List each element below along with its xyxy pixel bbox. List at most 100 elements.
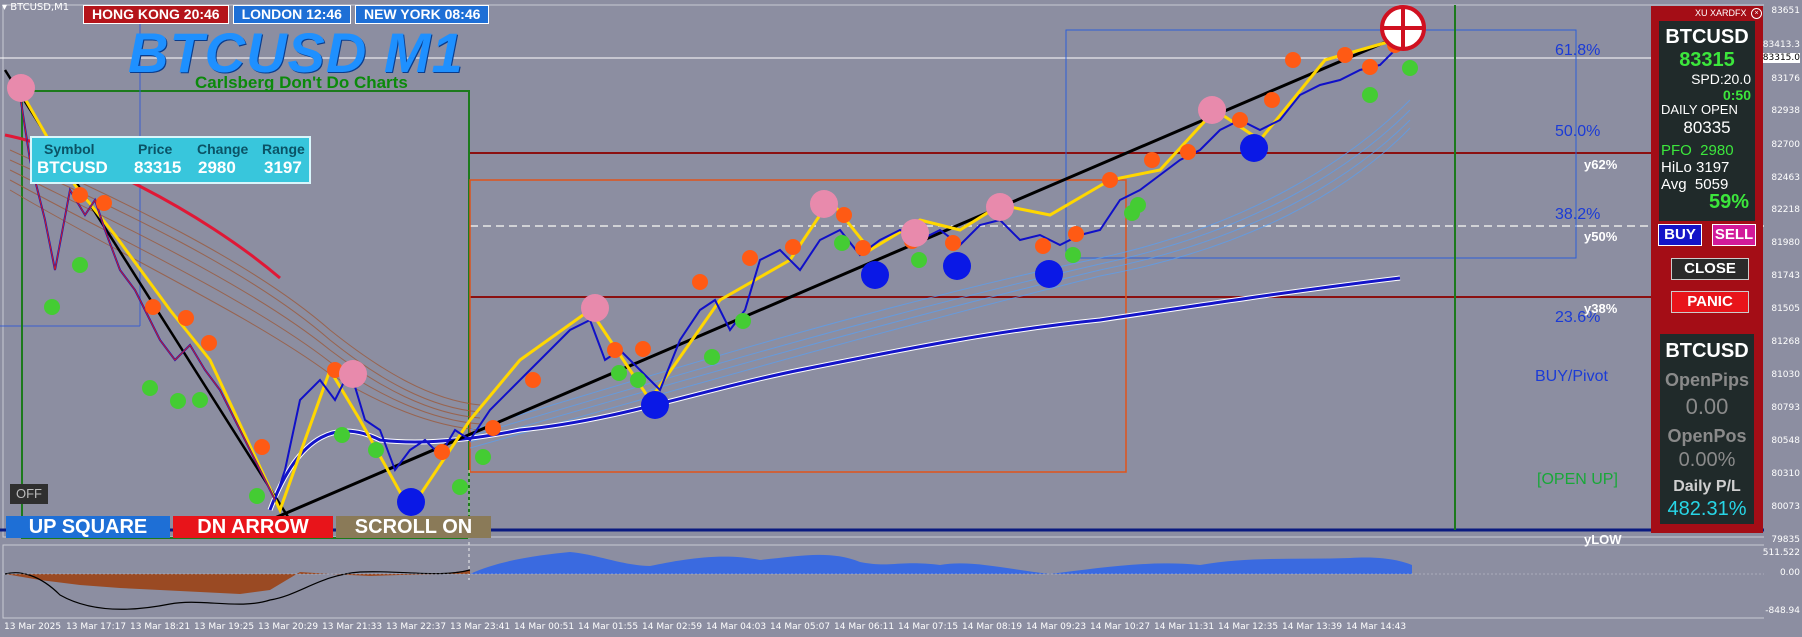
price-tick: 80310 xyxy=(1771,469,1800,479)
open-pips-label: OpenPips xyxy=(1664,370,1749,390)
time-tick: 14 Mar 12:35 xyxy=(1218,622,1279,632)
time-tick: 13 Mar 23:41 xyxy=(450,622,511,632)
price-tick: 80793 xyxy=(1771,403,1800,413)
time-tick: 14 Mar 06:11 xyxy=(834,622,895,632)
fib-label-500: 50.0% xyxy=(1555,123,1601,140)
chart-subtitle: Carlsberg Don't Do Charts xyxy=(195,73,408,92)
price-tick: 81980 xyxy=(1771,238,1800,248)
buy-button[interactable]: BUY xyxy=(1658,224,1702,246)
col-header-price: Price xyxy=(138,141,173,157)
daily-pl-label: Daily P/L xyxy=(1673,478,1741,495)
level-label-y62: y62% xyxy=(1584,157,1618,172)
account-stats-panel: BTCUSD OpenPips 0.00 OpenPos 0.00% Daily… xyxy=(1660,334,1754,524)
buy-pivot-label: BUY/Pivot xyxy=(1535,368,1608,385)
info-daily-open-value: 80335 xyxy=(1683,118,1731,137)
price-tick: 79835 xyxy=(1771,535,1800,545)
close-icon[interactable]: × xyxy=(1751,8,1762,19)
time-tick: 14 Mar 05:07 xyxy=(770,622,831,632)
chart-symbol-timeframe: ▾ BTCUSD,M1 xyxy=(2,2,70,13)
price-tick: 80548 xyxy=(1771,436,1800,446)
cell-symbol: BTCUSD xyxy=(37,158,108,177)
info-timer: 0:50 xyxy=(1722,87,1751,103)
time-tick: 13 Mar 19:25 xyxy=(194,622,255,632)
time-tick: 14 Mar 04:03 xyxy=(706,622,767,632)
open-pos-label: OpenPos xyxy=(1667,426,1747,446)
price-tick: 83176 xyxy=(1771,74,1800,84)
info-avg: Avg 5059 xyxy=(1661,176,1729,193)
info-symbol: BTCUSD xyxy=(1665,26,1749,48)
price-info-box: BTCUSD 83315 SPD:20.0 0:50 DAILY OPEN 80… xyxy=(1659,21,1755,221)
info-percent: 59% xyxy=(1708,191,1749,213)
time-tick: 13 Mar 17:17 xyxy=(66,622,127,632)
osc-tick: -848.94 xyxy=(1765,606,1800,616)
close-positions-button[interactable]: CLOSE xyxy=(1671,258,1749,280)
symbol-summary-table: Symbol Price Change Range BTCUSD 83315 2… xyxy=(30,136,311,184)
price-tick: 83413.3 xyxy=(1762,40,1800,50)
time-tick: 14 Mar 13:39 xyxy=(1282,622,1343,632)
col-header-symbol: Symbol xyxy=(44,141,95,157)
time-tick: 14 Mar 10:27 xyxy=(1090,622,1151,632)
stats-symbol: BTCUSD xyxy=(1665,340,1749,362)
clock-new-york: NEW YORK 08:46 xyxy=(354,5,490,24)
time-tick: 14 Mar 08:19 xyxy=(962,622,1023,632)
panic-button[interactable]: PANIC xyxy=(1671,291,1749,313)
info-spread: SPD:20.0 xyxy=(1691,71,1751,87)
time-tick: 14 Mar 00:51 xyxy=(514,622,575,632)
price-axis[interactable]: 83651 83413.3 83315.0 83176 82938 82700 … xyxy=(1762,0,1802,637)
sell-button[interactable]: SELL xyxy=(1712,224,1756,246)
cell-range: 3197 xyxy=(264,158,302,177)
open-pips-value: 0.00 xyxy=(1685,394,1729,419)
info-daily-open-label: DAILY OPEN xyxy=(1661,102,1738,117)
open-up-label: [OPEN UP] xyxy=(1537,471,1618,488)
scroll-on-button[interactable]: SCROLL ON xyxy=(336,516,491,538)
price-tick: 82938 xyxy=(1771,106,1800,116)
price-tick: 81505 xyxy=(1771,304,1800,314)
current-price-tick: 83315.0 xyxy=(1762,53,1800,63)
daily-pl-value: 482.31% xyxy=(1667,498,1747,520)
price-tick: 82218 xyxy=(1771,205,1800,215)
cell-change: 2980 xyxy=(198,158,236,177)
level-label-ylow: yLOW xyxy=(1584,532,1622,547)
clock-london: LONDON 12:46 xyxy=(232,5,351,24)
osc-tick: 0.00 xyxy=(1779,568,1800,578)
info-hilo: HiLo 3197 xyxy=(1661,159,1730,176)
cell-price: 83315 xyxy=(134,158,182,177)
price-tick: 81030 xyxy=(1771,370,1800,380)
time-axis: 13 Mar 2025 13 Mar 17:17 13 Mar 18:21 13… xyxy=(4,622,1407,632)
time-tick: 13 Mar 2025 xyxy=(4,622,62,632)
level-label-y38: y38% xyxy=(1584,301,1618,316)
info-price: 83315 xyxy=(1679,49,1735,71)
osc-tick: 511.522 xyxy=(1762,548,1800,558)
price-tick: 83651 xyxy=(1771,6,1800,16)
time-tick: 14 Mar 01:55 xyxy=(578,622,639,632)
open-pos-value: 0.00% xyxy=(1678,449,1736,471)
time-tick: 14 Mar 09:23 xyxy=(1026,622,1087,632)
chart-title: BTCUSD M1 xyxy=(128,21,464,84)
price-tick: 80073 xyxy=(1771,502,1800,512)
time-tick: 13 Mar 21:33 xyxy=(322,622,383,632)
time-tick: 13 Mar 20:29 xyxy=(258,622,319,632)
world-clocks: HONG KONG 20:46 LONDON 12:46 NEW YORK 08… xyxy=(83,5,490,24)
time-tick: 13 Mar 22:37 xyxy=(386,622,447,632)
clock-hong-kong: HONG KONG 20:46 xyxy=(83,5,229,24)
time-tick: 14 Mar 11:31 xyxy=(1154,622,1215,632)
time-tick: 14 Mar 02:59 xyxy=(642,622,703,632)
fib-label-236: 23.6% xyxy=(1555,309,1601,326)
up-square-button[interactable]: UP SQUARE xyxy=(6,516,170,538)
level-label-y50: y50% xyxy=(1584,229,1618,244)
info-pfo: PFO 2980 xyxy=(1661,142,1734,159)
dn-arrow-button[interactable]: DN ARROW xyxy=(173,516,333,538)
target-icon xyxy=(1380,5,1426,51)
off-toggle-button[interactable]: OFF xyxy=(10,484,48,504)
time-tick: 14 Mar 14:43 xyxy=(1346,622,1407,632)
price-tick: 81268 xyxy=(1771,337,1800,347)
xu-label: XU XARDFX xyxy=(1695,8,1747,18)
time-tick: 14 Mar 07:15 xyxy=(898,622,959,632)
col-header-change: Change xyxy=(197,141,249,157)
price-tick: 82463 xyxy=(1771,173,1800,183)
price-tick: 81743 xyxy=(1771,271,1800,281)
col-header-range: Range xyxy=(262,141,305,157)
time-tick: 13 Mar 18:21 xyxy=(130,622,191,632)
